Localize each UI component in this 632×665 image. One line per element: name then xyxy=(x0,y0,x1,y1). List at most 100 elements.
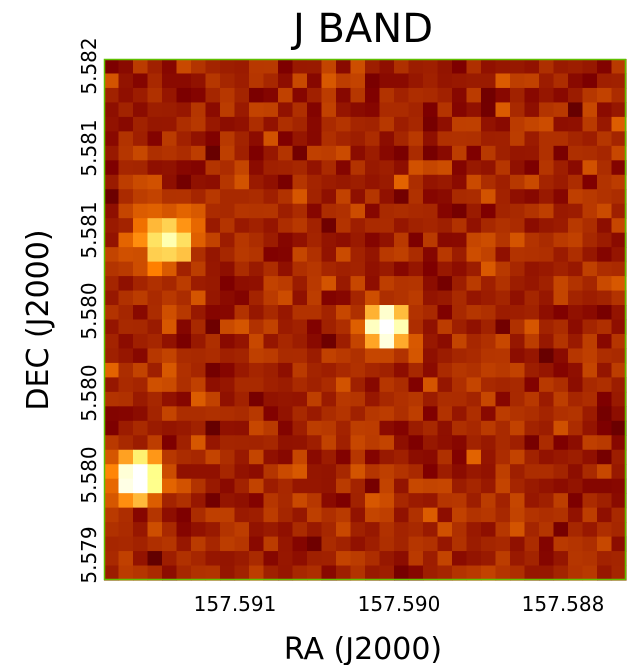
image-pixel xyxy=(292,507,308,523)
image-pixel xyxy=(205,362,221,378)
image-pixel xyxy=(147,145,163,161)
image-pixel xyxy=(234,406,250,422)
image-pixel xyxy=(495,247,511,263)
image-pixel xyxy=(307,232,323,248)
image-pixel xyxy=(133,493,149,509)
image-pixel xyxy=(191,551,207,567)
image-pixel xyxy=(466,218,482,234)
image-pixel xyxy=(394,551,410,567)
image-pixel xyxy=(524,218,540,234)
image-pixel xyxy=(365,174,381,190)
image-pixel xyxy=(176,305,192,321)
image-pixel xyxy=(263,131,279,147)
image-pixel xyxy=(263,247,279,263)
image-pixel xyxy=(147,348,163,364)
image-pixel xyxy=(553,406,569,422)
image-pixel xyxy=(191,377,207,393)
image-pixel xyxy=(452,174,468,190)
image-pixel xyxy=(162,102,178,118)
image-pixel xyxy=(539,449,555,465)
image-pixel xyxy=(510,536,526,552)
image-pixel xyxy=(292,464,308,480)
image-pixel xyxy=(495,493,511,509)
image-pixel xyxy=(278,377,294,393)
image-pixel xyxy=(611,73,627,89)
image-pixel xyxy=(176,391,192,407)
image-pixel xyxy=(336,348,352,364)
image-pixel xyxy=(118,102,134,118)
image-pixel xyxy=(466,131,482,147)
image-pixel xyxy=(278,261,294,277)
image-pixel xyxy=(539,565,555,581)
image-pixel xyxy=(147,203,163,219)
image-pixel xyxy=(481,189,497,205)
image-pixel xyxy=(336,333,352,350)
image-pixel xyxy=(452,261,468,277)
image-pixel xyxy=(249,522,265,538)
image-pixel xyxy=(321,362,337,378)
image-pixel xyxy=(234,189,250,205)
image-pixel xyxy=(437,232,453,248)
image-pixel xyxy=(278,102,294,118)
image-pixel xyxy=(133,203,149,219)
image-pixel xyxy=(379,189,395,205)
image-pixel xyxy=(336,522,352,538)
image-pixel xyxy=(307,73,323,89)
image-pixel xyxy=(278,59,294,75)
image-pixel xyxy=(307,290,323,306)
image-pixel xyxy=(524,478,540,494)
image-pixel xyxy=(350,102,366,118)
image-pixel xyxy=(147,261,163,277)
image-pixel xyxy=(582,174,598,190)
image-pixel xyxy=(249,435,265,451)
image-pixel xyxy=(379,276,395,292)
image-pixel xyxy=(408,565,424,581)
image-pixel xyxy=(263,362,279,378)
image-pixel xyxy=(481,131,497,147)
image-pixel xyxy=(220,377,236,393)
image-pixel xyxy=(336,102,352,118)
image-pixel xyxy=(437,131,453,147)
image-pixel xyxy=(611,551,627,567)
image-pixel xyxy=(466,362,482,378)
image-pixel xyxy=(481,406,497,422)
image-pixel xyxy=(162,247,178,263)
image-pixel xyxy=(510,478,526,494)
image-pixel xyxy=(249,478,265,494)
image-pixel xyxy=(423,305,439,321)
image-pixel xyxy=(611,247,627,263)
image-pixel xyxy=(597,116,613,132)
image-pixel xyxy=(495,160,511,176)
image-pixel xyxy=(234,420,250,436)
image-pixel xyxy=(408,102,424,118)
image-pixel xyxy=(118,116,134,132)
image-pixel xyxy=(263,276,279,292)
image-pixel xyxy=(350,536,366,552)
image-pixel xyxy=(234,391,250,407)
image-pixel xyxy=(191,73,207,89)
image-pixel xyxy=(118,551,134,567)
image-pixel xyxy=(597,102,613,118)
image-pixel xyxy=(539,406,555,422)
image-pixel xyxy=(582,391,598,407)
image-pixel xyxy=(234,478,250,494)
image-pixel xyxy=(249,536,265,552)
image-pixel xyxy=(539,102,555,118)
image-pixel xyxy=(191,319,207,335)
image-pixel xyxy=(466,348,482,364)
image-pixel xyxy=(611,232,627,248)
image-pixel xyxy=(205,276,221,292)
image-pixel xyxy=(234,203,250,219)
image-pixel xyxy=(524,145,540,161)
image-pixel xyxy=(336,116,352,132)
image-pixel xyxy=(176,319,192,335)
image-pixel xyxy=(408,435,424,451)
image-pixel xyxy=(162,536,178,552)
image-pixel xyxy=(466,73,482,89)
image-pixel xyxy=(597,261,613,277)
image-pixel xyxy=(220,565,236,581)
image-pixel xyxy=(597,145,613,161)
image-pixel xyxy=(597,305,613,321)
image-pixel xyxy=(365,536,381,552)
image-pixel xyxy=(423,478,439,494)
